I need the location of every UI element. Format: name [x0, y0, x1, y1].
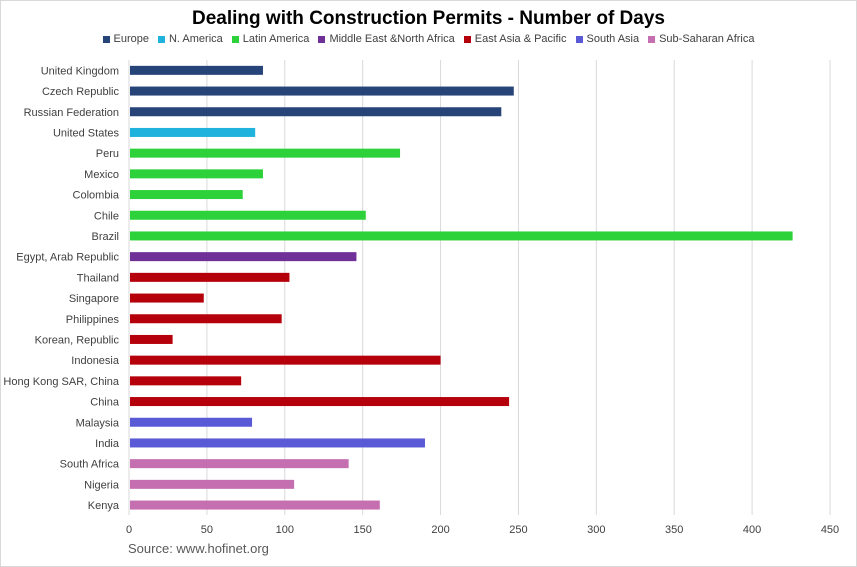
legend-swatch — [463, 35, 471, 43]
x-tick-label: 250 — [509, 524, 527, 536]
category-label: China — [90, 397, 120, 409]
bar — [130, 355, 441, 365]
bar — [130, 107, 502, 117]
legend-label: Europe — [113, 33, 149, 45]
bar — [130, 169, 263, 179]
x-tick-label: 150 — [353, 524, 371, 536]
x-tick-label: 50 — [201, 524, 213, 536]
category-label: Korean, Republic — [35, 334, 120, 346]
category-label: Malaysia — [76, 417, 120, 429]
bar — [130, 127, 256, 137]
legend-label: South Asia — [586, 33, 640, 45]
x-tick-label: 350 — [665, 524, 683, 536]
bar — [130, 314, 282, 324]
bar — [130, 417, 253, 427]
legend-item: Europe — [102, 33, 149, 45]
category-label: South Africa — [60, 459, 120, 471]
x-tick-label: 200 — [431, 524, 449, 536]
category-label: United States — [53, 127, 120, 139]
category-label: Colombia — [73, 190, 120, 202]
bar — [130, 479, 295, 489]
legend-label: Middle East &North Africa — [329, 33, 455, 45]
category-label: Indonesia — [71, 355, 120, 367]
chart-title: Dealing with Construction Permits - Numb… — [192, 8, 665, 29]
legend-swatch — [575, 35, 583, 43]
legend-swatch — [318, 35, 326, 43]
category-label: Egypt, Arab Republic — [16, 252, 119, 264]
legend-swatch — [157, 35, 165, 43]
category-label: Czech Republic — [42, 86, 120, 98]
legend-item: East Asia & Pacific — [463, 33, 567, 45]
legend-swatch — [648, 35, 656, 43]
bar — [130, 376, 242, 386]
x-tick-label: 0 — [126, 524, 132, 536]
legend-item: Sub-Saharan Africa — [648, 33, 754, 45]
x-tick-label: 450 — [821, 524, 839, 536]
legend: Europe N. America Latin America Middle East… — [0, 33, 857, 45]
category-label: Peru — [96, 148, 119, 160]
category-label: Thailand — [77, 272, 119, 284]
legend-label: East Asia & Pacific — [474, 33, 567, 45]
category-label: Hong Kong SAR, China — [3, 376, 119, 388]
legend-item: Middle East &North Africa — [318, 33, 455, 45]
bar — [130, 190, 243, 200]
bar — [130, 210, 366, 220]
legend-item: Latin America — [231, 33, 310, 45]
category-label: Kenya — [88, 500, 120, 512]
bar — [130, 293, 204, 303]
category-label: Brazil — [91, 231, 119, 243]
x-tick-label: 100 — [276, 524, 294, 536]
category-label: Philippines — [66, 314, 120, 326]
legend-swatch — [231, 35, 239, 43]
legend-item: N. America — [157, 33, 223, 45]
category-label: Chile — [94, 210, 119, 222]
bar — [130, 438, 425, 448]
category-label: United Kingdom — [41, 65, 119, 77]
bar — [130, 65, 263, 75]
bar — [130, 252, 357, 262]
category-label: India — [95, 438, 120, 450]
bar — [130, 459, 349, 469]
category-label: Singapore — [69, 293, 119, 305]
category-label: Russian Federation — [24, 107, 119, 119]
x-tick-label: 400 — [743, 524, 761, 536]
legend-label: Sub-Saharan Africa — [659, 33, 755, 45]
bar — [130, 397, 510, 407]
category-label: Mexico — [84, 169, 119, 181]
source-note: Source: www.hofinet.org — [128, 541, 269, 556]
bar — [130, 334, 173, 344]
legend-swatch — [102, 35, 110, 43]
legend-label: N. America — [168, 33, 223, 45]
bar — [130, 231, 793, 241]
bar — [130, 500, 380, 510]
bar — [130, 86, 514, 96]
bar — [130, 272, 290, 282]
x-tick-label: 300 — [587, 524, 605, 536]
category-label: Nigeria — [84, 479, 120, 491]
legend-label: Latin America — [242, 33, 310, 45]
bar — [130, 148, 401, 158]
legend-item: South Asia — [575, 33, 640, 45]
